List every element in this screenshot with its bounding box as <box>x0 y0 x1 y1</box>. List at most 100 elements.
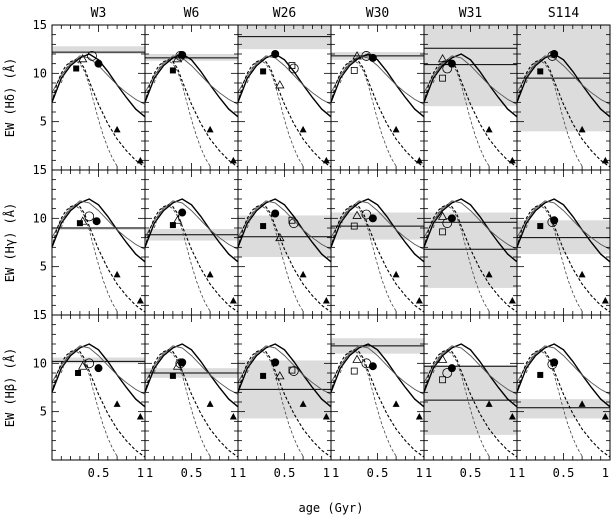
filled-triangle-marker <box>136 413 144 420</box>
open-triangle-marker <box>172 361 183 370</box>
filled-circle-marker <box>368 362 377 371</box>
open-circle-marker <box>288 366 299 376</box>
filled-circle-marker <box>178 208 187 217</box>
model-curve <box>432 205 490 312</box>
panel <box>144 169 239 316</box>
open-square-marker <box>288 216 296 224</box>
open-triangle-marker <box>352 51 362 60</box>
filled-triangle-marker <box>299 125 307 133</box>
model-curve <box>237 200 332 250</box>
filled-triangle-marker <box>508 413 516 420</box>
open-circle-marker <box>84 211 95 222</box>
open-circle-marker <box>84 358 95 369</box>
model-curve <box>423 55 518 105</box>
panel-frame <box>51 314 146 461</box>
model-curve <box>516 198 611 263</box>
x-tick-label: 1 <box>416 466 423 480</box>
model-curve <box>423 345 518 395</box>
open-circle-marker <box>361 209 372 220</box>
open-square-marker <box>350 222 358 230</box>
model-curve <box>237 349 332 458</box>
x-tick-label: 0.5 <box>553 466 575 480</box>
model-curve <box>237 345 332 395</box>
filled-triangle-marker <box>113 125 121 133</box>
panel <box>330 314 425 461</box>
filled-triangle-marker <box>322 156 330 164</box>
model-curve <box>144 204 239 313</box>
panel <box>237 24 332 171</box>
filled-square-marker <box>169 372 176 379</box>
panel <box>144 314 239 461</box>
model-curve <box>339 350 397 457</box>
open-circle-marker <box>288 218 299 229</box>
open-circle-marker <box>288 63 299 74</box>
model-curve <box>423 59 518 168</box>
model-curve <box>516 349 611 458</box>
open-square-marker <box>350 67 358 74</box>
y-tick-label: 10 <box>33 211 47 225</box>
model-curve <box>330 204 425 313</box>
filled-square-marker <box>169 67 176 74</box>
model-curve <box>525 205 583 312</box>
panel <box>237 314 332 461</box>
model-curve <box>51 343 146 408</box>
panel <box>423 169 518 316</box>
filled-square-marker <box>537 223 544 230</box>
observed-band <box>424 212 517 288</box>
model-curve <box>144 55 239 105</box>
filled-circle-marker <box>550 50 559 58</box>
open-triangle-marker <box>172 54 183 63</box>
model-curve <box>330 59 425 168</box>
x-axis-title: age (Gyr) <box>298 501 363 515</box>
model-curve <box>51 204 146 313</box>
filled-square-marker <box>76 220 83 227</box>
filled-circle-marker <box>368 53 377 62</box>
filled-circle-marker <box>92 217 101 226</box>
model-curve <box>51 200 146 250</box>
x-tick-label: 0.5 <box>274 466 296 480</box>
filled-triangle-marker <box>322 413 330 420</box>
open-square-marker <box>439 228 447 236</box>
column-title: S114 <box>548 6 579 21</box>
filled-triangle-marker <box>229 297 237 304</box>
x-tick-label: 1 <box>146 466 153 480</box>
model-curve <box>237 198 332 263</box>
model-curve <box>330 343 425 408</box>
x-tick-label: 0.5 <box>88 466 110 480</box>
model-curve <box>525 60 583 167</box>
panel <box>423 314 518 461</box>
model-curve <box>51 345 146 395</box>
open-triangle-marker <box>78 216 88 225</box>
filled-triangle-marker <box>601 413 609 420</box>
x-tick-label: 1 <box>230 466 237 480</box>
panel-frame <box>330 169 425 316</box>
model-curve <box>516 200 611 250</box>
filled-triangle-marker <box>206 270 214 278</box>
open-triangle-marker <box>275 80 285 89</box>
model-curve <box>237 59 332 168</box>
model-curve <box>153 205 211 312</box>
filled-circle-marker <box>178 358 187 367</box>
filled-triangle-marker <box>578 125 586 133</box>
filled-triangle-marker <box>392 125 400 133</box>
model-curve <box>246 60 304 167</box>
panel <box>516 314 611 461</box>
open-circle-marker <box>442 218 453 229</box>
model-curve <box>516 53 611 118</box>
filled-circle-marker <box>94 59 103 68</box>
open-triangle-marker <box>437 54 448 63</box>
model-curve <box>144 53 239 118</box>
filled-square-marker <box>537 68 544 75</box>
y-tick-label: 15 <box>33 18 47 32</box>
panel <box>516 169 611 316</box>
model-curve <box>423 53 518 118</box>
x-tick-label: 1 <box>137 466 144 480</box>
panel <box>144 24 239 171</box>
column-title: W6 <box>184 6 200 21</box>
model-curve <box>339 205 397 312</box>
filled-triangle-marker <box>601 297 609 304</box>
open-square-marker <box>350 367 358 375</box>
model-curve <box>330 345 425 395</box>
row-label: EW (Hβ) (Å) <box>2 348 17 427</box>
